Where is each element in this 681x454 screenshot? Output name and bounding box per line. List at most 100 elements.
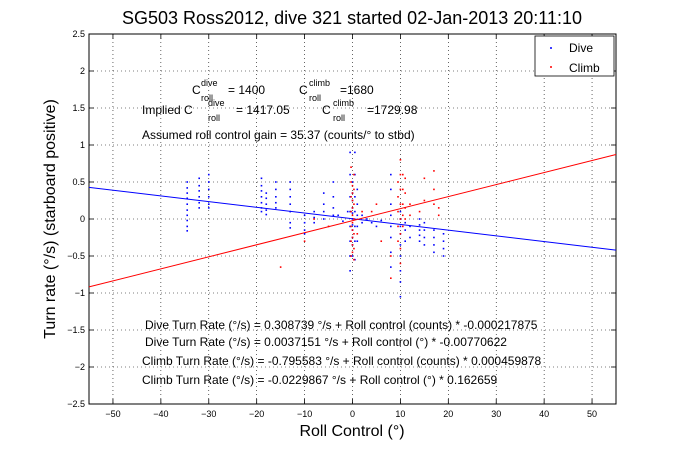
point-climb	[350, 196, 352, 198]
point-climb	[399, 188, 402, 191]
point-climb	[409, 203, 411, 205]
point-dive	[399, 210, 402, 213]
point-dive	[349, 210, 351, 213]
point-climb	[399, 233, 402, 235]
implied-climb-label: C	[322, 103, 331, 117]
point-climb	[351, 229, 354, 231]
point-climb	[351, 221, 354, 224]
point-dive	[404, 221, 406, 224]
point-climb	[397, 196, 399, 198]
point-dive	[361, 221, 363, 224]
x-tick-label: −10	[297, 409, 312, 419]
point-climb	[353, 247, 355, 250]
point-dive	[423, 244, 426, 246]
point-dive	[207, 196, 210, 198]
legend-dive-label: Dive	[569, 41, 593, 55]
point-dive	[186, 219, 189, 222]
point-dive	[207, 188, 210, 191]
point-climb	[350, 181, 352, 183]
point-climb	[351, 207, 354, 209]
point-climb	[399, 218, 402, 220]
point-climb	[303, 240, 306, 242]
point-dive	[404, 240, 406, 242]
point-dive	[289, 203, 292, 205]
point-dive	[265, 203, 268, 205]
point-dive	[418, 218, 421, 220]
gain-annotation: Assumed roll control gain = 35.37 (count…	[142, 128, 415, 142]
y-tick-label: −2.5	[67, 399, 85, 409]
y-tick-label: 2.5	[72, 29, 85, 39]
point-climb	[402, 173, 404, 176]
point-dive	[418, 224, 421, 226]
point-dive	[322, 192, 325, 194]
point-dive	[380, 219, 383, 222]
point-dive	[349, 270, 351, 272]
point-dive	[198, 177, 200, 180]
point-dive	[186, 230, 189, 232]
point-climb	[402, 214, 404, 217]
point-climb	[351, 199, 354, 202]
x-tick-label: −20	[249, 409, 264, 419]
point-dive	[390, 225, 392, 228]
point-dive	[351, 181, 354, 183]
point-climb	[350, 166, 352, 168]
point-dive	[354, 240, 356, 242]
point-climb	[437, 207, 440, 209]
point-dive	[289, 181, 292, 183]
point-dive	[186, 214, 189, 217]
point-climb	[433, 170, 435, 172]
y-tick-label: −1	[75, 288, 85, 298]
point-dive	[186, 209, 189, 211]
point-climb	[350, 225, 352, 228]
point-climb	[351, 192, 354, 194]
point-dive	[356, 203, 359, 205]
point-dive	[349, 240, 351, 242]
legend-dive-marker	[550, 47, 552, 49]
point-climb	[437, 214, 440, 217]
annotations: C dive roll = 1400 C climb roll =1680 Im…	[142, 78, 541, 387]
point-dive	[186, 203, 189, 205]
point-dive	[433, 229, 435, 231]
point-dive	[198, 184, 200, 187]
x-tick-label: 40	[539, 409, 549, 419]
implied-climb-sub: roll	[333, 113, 345, 123]
point-climb	[399, 159, 402, 161]
point-dive	[313, 221, 315, 224]
x-tick-label: 0	[350, 409, 355, 419]
point-dive	[399, 225, 402, 228]
fit-line-4: Climb Turn Rate (°/s) = -0.0229867 °/s +…	[142, 373, 498, 387]
point-dive	[351, 218, 354, 220]
point-climb	[327, 225, 330, 228]
y-axis-label: Turn rate (°/s) (starboard positive)	[42, 99, 59, 339]
point-climb	[351, 251, 354, 254]
y-tick-label: 2	[80, 66, 85, 76]
point-dive	[390, 173, 392, 176]
x-axis-label: Roll Control (°)	[299, 423, 404, 440]
point-dive	[349, 196, 351, 198]
point-dive	[289, 221, 292, 224]
point-dive	[207, 207, 210, 209]
point-climb	[397, 181, 399, 183]
point-dive	[418, 240, 421, 242]
point-dive	[303, 214, 306, 217]
point-dive	[207, 173, 210, 176]
y-tick-label: −0.5	[67, 251, 85, 261]
point-dive	[260, 210, 263, 213]
point-dive	[354, 173, 356, 176]
point-dive	[332, 214, 335, 217]
c-climb-value: =1680	[340, 83, 374, 97]
point-dive	[442, 240, 445, 242]
point-dive	[356, 214, 359, 217]
point-climb	[399, 262, 402, 265]
point-dive	[260, 207, 263, 209]
x-tick-label: 10	[395, 409, 405, 419]
point-climb	[353, 188, 355, 191]
point-dive	[349, 151, 351, 154]
point-dive	[399, 244, 402, 246]
point-dive	[303, 233, 306, 235]
point-dive	[390, 266, 392, 268]
point-climb	[351, 244, 354, 246]
point-dive	[442, 255, 445, 257]
point-dive	[351, 224, 354, 226]
